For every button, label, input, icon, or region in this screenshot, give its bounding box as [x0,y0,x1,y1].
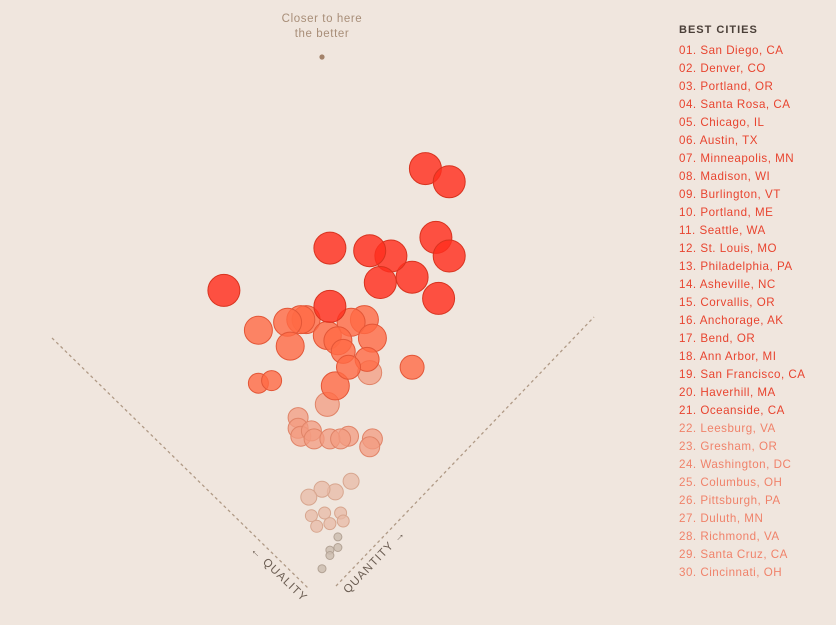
legend-item[interactable]: 21. Oceanside, CA [679,404,785,417]
data-point[interactable] [320,371,350,401]
legend-item[interactable]: 03. Portland, OR [679,80,774,93]
legend-item[interactable]: 09. Burlington, VT [679,188,781,201]
annotation-line-1: Closer to here [281,13,363,25]
data-point[interactable] [336,514,350,528]
legend-item[interactable]: 11. Seattle, WA [679,224,766,237]
data-point[interactable] [399,354,425,380]
legend-item[interactable]: 18. Ann Arbor, MI [679,350,777,363]
data-point[interactable] [359,436,381,458]
data-point[interactable] [313,231,347,265]
scatter-chart: ← QUALITY QUANTITY → [51,54,595,605]
legend-item[interactable]: 27. Duluth, MN [679,512,764,525]
legend-item[interactable]: 19. San Francisco, CA [679,368,806,381]
data-point[interactable] [342,472,360,490]
points-group [207,152,466,574]
legend-item[interactable]: 30. Cincinnati, OH [679,566,783,579]
legend-item[interactable]: 12. St. Louis, MO [679,242,778,255]
legend-item[interactable]: 06. Austin, TX [679,134,758,147]
legend-item[interactable]: 04. Santa Rosa, CA [679,98,791,111]
legend-item[interactable]: 13. Philadelphia, PA [679,260,793,273]
data-point[interactable] [333,532,343,542]
data-point[interactable] [261,370,283,392]
data-point[interactable] [300,488,318,506]
legend-item[interactable]: 02. Denver, CO [679,62,766,75]
data-point[interactable] [325,551,335,560]
data-point[interactable] [275,331,305,361]
legend-item[interactable]: 10. Portland, ME [679,206,774,219]
legend-item[interactable]: 24. Washington, DC [679,458,792,471]
legend-item[interactable]: 14. Asheville, NC [679,278,776,291]
best-corner-dot [319,54,325,60]
legend-item[interactable]: 29. Santa Cruz, CA [679,548,788,561]
data-point[interactable] [318,506,332,520]
legend-item[interactable]: 28. Richmond, VA [679,530,780,543]
legend-item[interactable]: 23. Gresham, OR [679,440,778,453]
legend-item[interactable]: 01. San Diego, CA [679,44,784,57]
data-point[interactable] [207,273,241,307]
legend-item[interactable]: 05. Chicago, IL [679,116,765,129]
data-point[interactable] [243,315,273,345]
legend-item[interactable]: 15. Corvallis, OR [679,296,776,309]
data-point[interactable] [317,564,327,574]
data-point[interactable] [304,509,318,523]
data-point[interactable] [310,519,324,533]
legend-item[interactable]: 07. Minneapolis, MN [679,152,795,165]
data-point[interactable] [432,165,466,199]
data-point[interactable] [330,428,352,450]
data-point[interactable] [432,239,466,273]
data-point[interactable] [313,480,331,498]
quantity-axis-label: QUANTITY → [342,528,409,597]
legend-item[interactable]: 08. Madison, WI [679,170,771,183]
data-point[interactable] [323,517,337,531]
legend-item[interactable]: 25. Columbus, OH [679,476,783,489]
legend-title: BEST CITIES [679,24,758,36]
legend-item[interactable]: 16. Anchorage, AK [679,314,784,327]
legend-list: 01. San Diego, CA 02. Denver, CO 03. Portl… [679,42,829,582]
best-corner-annotation: Closer to here the better [262,12,382,42]
data-point[interactable] [333,543,343,552]
legend-item[interactable]: 20. Haverhill, MA [679,386,776,399]
legend-item[interactable]: 22. Leesburg, VA [679,422,776,435]
data-point[interactable] [395,260,429,294]
legend-item[interactable]: 17. Bend, OR [679,332,756,345]
data-point[interactable] [422,281,456,315]
annotation-line-2: the better [294,28,350,40]
data-point[interactable] [313,289,347,323]
legend-item[interactable]: 26. Pittsburgh, PA [679,494,781,507]
data-point[interactable] [336,354,361,380]
data-point[interactable] [363,266,397,299]
quantity-axis-line [335,316,595,587]
best-cities-legend: BEST CITIES 01. San Diego, CA 02. Denver,… [679,24,829,582]
data-point[interactable] [353,234,387,268]
quality-axis-label: ← QUALITY [248,545,309,605]
